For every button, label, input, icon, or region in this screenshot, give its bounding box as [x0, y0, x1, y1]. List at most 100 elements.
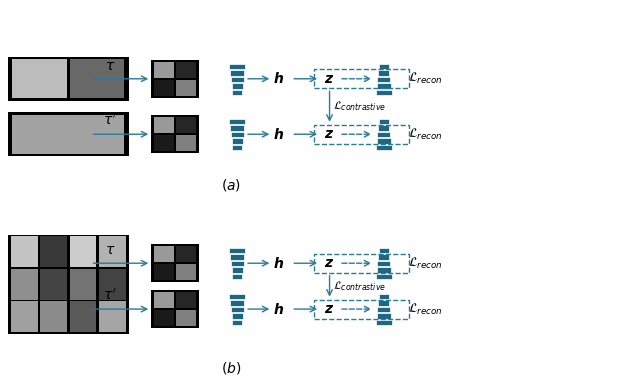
FancyBboxPatch shape	[232, 83, 243, 89]
FancyBboxPatch shape	[176, 292, 196, 308]
Text: $\boldsymbol{h}$: $\boldsymbol{h}$	[273, 256, 284, 271]
Text: $\tau'$: $\tau'$	[103, 113, 116, 129]
FancyBboxPatch shape	[151, 115, 199, 153]
FancyBboxPatch shape	[376, 313, 391, 319]
FancyBboxPatch shape	[229, 119, 245, 124]
Text: $\tau'$: $\tau'$	[103, 288, 116, 303]
Text: $\mathcal{L}_{recon}$: $\mathcal{L}_{recon}$	[408, 71, 442, 86]
Text: $\mathcal{L}_{recon}$: $\mathcal{L}_{recon}$	[408, 301, 442, 316]
FancyBboxPatch shape	[151, 290, 199, 328]
FancyBboxPatch shape	[154, 246, 173, 263]
FancyBboxPatch shape	[8, 234, 129, 334]
Text: $\boldsymbol{h}$: $\boldsymbol{h}$	[273, 301, 284, 316]
FancyBboxPatch shape	[379, 64, 388, 69]
FancyBboxPatch shape	[154, 135, 173, 151]
FancyBboxPatch shape	[378, 261, 390, 266]
Text: $\tau$: $\tau$	[104, 59, 115, 73]
Text: $(a)$: $(a)$	[221, 177, 241, 193]
Text: $\boldsymbol{z}$: $\boldsymbol{z}$	[324, 127, 335, 141]
Bar	[314, 300, 409, 319]
FancyBboxPatch shape	[376, 89, 392, 95]
FancyBboxPatch shape	[232, 274, 242, 280]
FancyBboxPatch shape	[99, 301, 125, 332]
FancyBboxPatch shape	[230, 300, 244, 306]
Text: $\mathcal{L}_{contrastive}$: $\mathcal{L}_{contrastive}$	[333, 279, 386, 293]
FancyBboxPatch shape	[232, 139, 243, 144]
FancyBboxPatch shape	[376, 83, 391, 89]
Text: $\mathcal{L}_{recon}$: $\mathcal{L}_{recon}$	[408, 256, 442, 271]
Bar	[314, 69, 409, 88]
FancyBboxPatch shape	[232, 89, 242, 95]
FancyBboxPatch shape	[232, 268, 243, 273]
FancyBboxPatch shape	[151, 60, 199, 98]
FancyBboxPatch shape	[70, 269, 97, 300]
FancyBboxPatch shape	[99, 269, 125, 300]
FancyBboxPatch shape	[231, 307, 244, 312]
FancyBboxPatch shape	[376, 320, 392, 325]
FancyBboxPatch shape	[378, 132, 390, 137]
Text: $(b)$: $(b)$	[221, 360, 241, 376]
FancyBboxPatch shape	[232, 313, 243, 319]
FancyBboxPatch shape	[378, 254, 389, 260]
FancyBboxPatch shape	[232, 320, 242, 325]
FancyBboxPatch shape	[379, 119, 388, 124]
FancyBboxPatch shape	[40, 269, 67, 300]
FancyBboxPatch shape	[378, 126, 389, 131]
FancyBboxPatch shape	[176, 135, 196, 151]
FancyBboxPatch shape	[378, 307, 390, 312]
Text: $\boldsymbol{h}$: $\boldsymbol{h}$	[273, 127, 284, 142]
FancyBboxPatch shape	[231, 132, 244, 137]
Text: $\boldsymbol{h}$: $\boldsymbol{h}$	[273, 71, 284, 86]
FancyBboxPatch shape	[376, 268, 391, 273]
FancyBboxPatch shape	[232, 145, 242, 151]
FancyBboxPatch shape	[230, 254, 244, 260]
FancyBboxPatch shape	[229, 64, 245, 69]
FancyBboxPatch shape	[176, 264, 196, 280]
FancyBboxPatch shape	[40, 236, 67, 267]
FancyBboxPatch shape	[70, 301, 97, 332]
FancyBboxPatch shape	[376, 139, 391, 144]
FancyBboxPatch shape	[151, 244, 199, 282]
FancyBboxPatch shape	[8, 57, 129, 101]
FancyBboxPatch shape	[70, 60, 124, 98]
FancyBboxPatch shape	[176, 62, 196, 78]
FancyBboxPatch shape	[229, 248, 245, 253]
FancyBboxPatch shape	[379, 294, 388, 299]
FancyBboxPatch shape	[378, 300, 389, 306]
FancyBboxPatch shape	[376, 274, 392, 280]
Text: $\mathcal{L}_{recon}$: $\mathcal{L}_{recon}$	[408, 127, 442, 142]
Text: $\boldsymbol{z}$: $\boldsymbol{z}$	[324, 302, 335, 316]
Text: $\tau$: $\tau$	[104, 243, 115, 258]
FancyBboxPatch shape	[8, 112, 129, 156]
FancyBboxPatch shape	[231, 77, 244, 82]
FancyBboxPatch shape	[11, 236, 38, 267]
Text: $\mathcal{L}_{contrastive}$: $\mathcal{L}_{contrastive}$	[333, 100, 386, 114]
Bar	[314, 125, 409, 144]
FancyBboxPatch shape	[99, 236, 125, 267]
FancyBboxPatch shape	[176, 117, 196, 134]
FancyBboxPatch shape	[11, 301, 38, 332]
FancyBboxPatch shape	[154, 117, 173, 134]
Text: $\boldsymbol{z}$: $\boldsymbol{z}$	[324, 256, 335, 270]
FancyBboxPatch shape	[378, 77, 390, 82]
FancyBboxPatch shape	[12, 115, 124, 154]
FancyBboxPatch shape	[154, 292, 173, 308]
FancyBboxPatch shape	[176, 80, 196, 96]
FancyBboxPatch shape	[379, 248, 388, 253]
FancyBboxPatch shape	[229, 294, 245, 299]
FancyBboxPatch shape	[154, 264, 173, 280]
Bar	[314, 254, 409, 273]
FancyBboxPatch shape	[11, 269, 38, 300]
FancyBboxPatch shape	[376, 145, 392, 151]
FancyBboxPatch shape	[231, 261, 244, 266]
FancyBboxPatch shape	[40, 301, 67, 332]
FancyBboxPatch shape	[176, 310, 196, 326]
FancyBboxPatch shape	[176, 246, 196, 263]
FancyBboxPatch shape	[230, 70, 244, 75]
FancyBboxPatch shape	[154, 310, 173, 326]
FancyBboxPatch shape	[230, 126, 244, 131]
Text: $\boldsymbol{z}$: $\boldsymbol{z}$	[324, 72, 335, 86]
FancyBboxPatch shape	[12, 60, 67, 98]
FancyBboxPatch shape	[154, 80, 173, 96]
FancyBboxPatch shape	[70, 236, 97, 267]
